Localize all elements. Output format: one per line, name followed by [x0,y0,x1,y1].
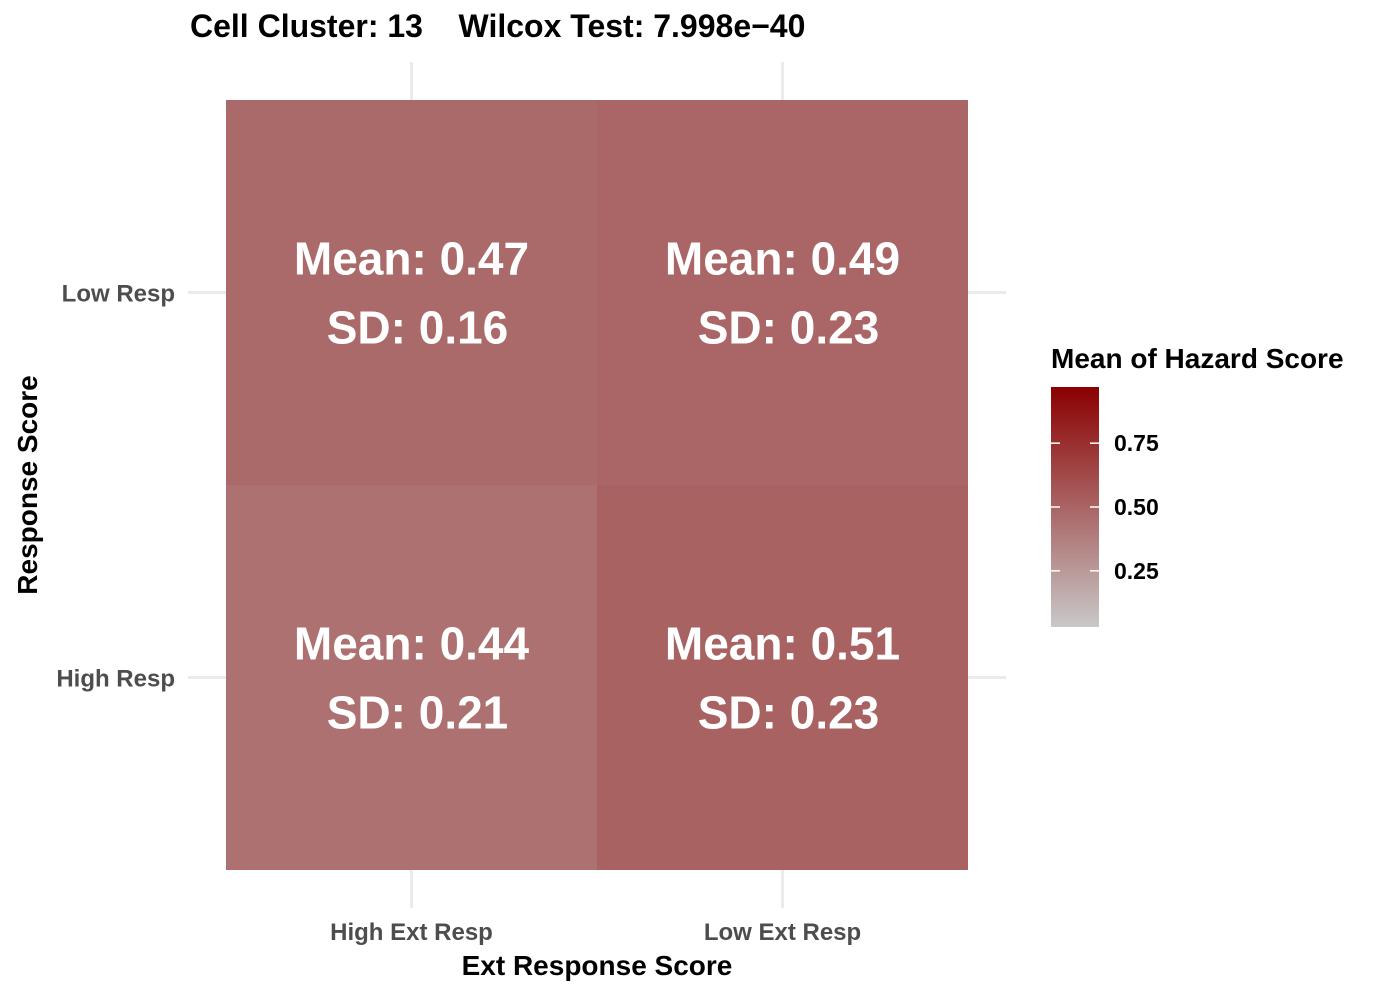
y-tick-label: High Resp [56,666,175,693]
cell-mean-label: Mean: 0.49 [665,233,900,285]
legend-tick-label: 0.50 [1114,494,1159,520]
heatmap-cell [597,100,968,485]
cell-mean-label: Mean: 0.44 [294,618,530,670]
cell-mean-label: Mean: 0.47 [294,233,529,285]
heatmap-cell [226,485,597,870]
legend-tick-label: 0.75 [1114,430,1159,456]
x-tick-label: Low Ext Resp [704,919,861,946]
cell-mean-label: Mean: 0.51 [665,618,900,670]
heatmap-cell [597,485,968,870]
x-tick-label: High Ext Resp [330,919,493,946]
axis-tick-labels: High Ext Resp Low Ext Resp High Resp Low Re… [56,281,861,947]
x-axis-title: Ext Response Score [462,950,733,981]
chart-title: Cell Cluster: 13 Wilcox Test: 7.998e−40 [190,8,805,44]
cell-sd-label: SD: 0.16 [327,302,509,354]
y-axis-title: Response Score [12,375,43,594]
heatmap-cell [226,100,597,485]
heatmap-cells [226,100,968,870]
cell-sd-label: SD: 0.23 [698,687,880,739]
cell-labels: Mean: 0.47 SD: 0.16 Mean: 0.49 SD: 0.23 Mean… [294,233,900,739]
legend-ticks: 0.25 0.50 0.75 [1051,430,1159,584]
y-tick-label: Low Resp [62,281,175,308]
cell-sd-label: SD: 0.21 [327,687,509,739]
legend-title: Mean of Hazard Score [1051,343,1344,374]
legend: Mean of Hazard Score 0.25 0.50 0.75 [1051,343,1344,627]
legend-tick-label: 0.25 [1114,558,1159,584]
cell-sd-label: SD: 0.23 [698,302,880,354]
